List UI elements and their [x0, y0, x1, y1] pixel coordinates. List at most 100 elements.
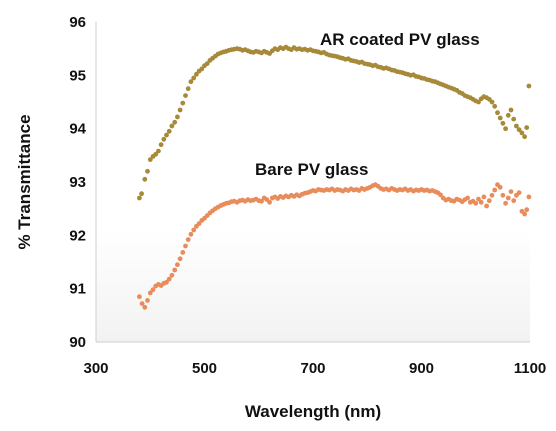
data-point — [486, 198, 492, 204]
data-point — [267, 199, 272, 205]
data-point — [175, 114, 180, 120]
data-point — [492, 103, 498, 109]
x-tick-label: 900 — [409, 360, 434, 377]
data-series — [137, 44, 532, 310]
data-point — [175, 262, 180, 268]
data-point — [519, 130, 525, 136]
data-point — [156, 148, 161, 154]
data-point — [478, 199, 484, 205]
data-point — [526, 194, 532, 200]
data-point — [177, 256, 183, 262]
data-point — [484, 203, 489, 209]
data-point — [180, 250, 186, 255]
annotation-bare: Bare PV glass — [255, 160, 368, 179]
data-point — [508, 189, 514, 195]
data-point — [438, 192, 443, 198]
data-point — [150, 287, 156, 293]
data-point — [185, 237, 191, 243]
data-point — [481, 194, 487, 200]
data-point — [139, 191, 145, 197]
data-point — [183, 243, 188, 249]
data-point — [139, 301, 145, 306]
data-point — [188, 231, 194, 237]
data-point — [514, 123, 519, 129]
data-point — [145, 168, 150, 174]
data-point — [137, 294, 142, 300]
data-point — [166, 276, 172, 282]
y-tick-label: 92 — [69, 227, 86, 244]
data-point — [147, 290, 153, 296]
data-point — [137, 195, 142, 201]
plot-area — [96, 22, 530, 342]
y-tick-label: 91 — [69, 281, 86, 298]
data-point — [166, 128, 172, 134]
data-point — [465, 195, 470, 201]
data-point — [489, 192, 495, 198]
data-point — [204, 61, 210, 66]
data-point — [191, 227, 197, 233]
data-point — [500, 120, 506, 126]
y-tick-label: 93 — [69, 174, 86, 191]
data-point — [492, 187, 498, 193]
x-tick-label: 1100 — [514, 360, 547, 377]
data-point — [172, 267, 178, 273]
data-point — [503, 200, 508, 206]
data-point — [194, 71, 199, 77]
data-point — [476, 99, 481, 105]
data-point — [524, 207, 530, 213]
y-tick-labels: 90 91 92 93 94 95 96 — [69, 14, 86, 351]
data-point — [508, 107, 514, 113]
x-tick-labels: 300 500 700 900 1100 — [83, 360, 546, 377]
data-point — [169, 272, 175, 278]
y-tick-label: 95 — [69, 67, 86, 84]
data-point — [196, 221, 202, 227]
data-point — [524, 125, 530, 130]
x-tick-label: 700 — [300, 360, 325, 377]
data-point — [147, 157, 153, 163]
data-point — [511, 116, 517, 122]
data-point — [145, 298, 150, 303]
data-point — [505, 112, 511, 118]
data-point — [500, 192, 506, 198]
x-tick-label: 300 — [83, 360, 108, 377]
data-point — [199, 66, 205, 72]
x-tick-label: 500 — [192, 360, 217, 377]
data-point — [495, 110, 500, 116]
y-axis-title: % Transmittance — [15, 114, 34, 249]
y-tick-label: 90 — [69, 334, 86, 351]
x-axis-title: Wavelength (nm) — [245, 402, 381, 421]
data-point — [177, 107, 183, 113]
data-point — [180, 100, 186, 106]
data-point — [183, 93, 188, 98]
data-point — [516, 127, 522, 133]
data-point — [161, 136, 167, 142]
data-point — [142, 304, 148, 310]
series-bare — [137, 182, 532, 310]
data-point — [497, 115, 503, 121]
data-point — [526, 83, 532, 89]
data-point — [172, 119, 178, 125]
data-point — [516, 190, 522, 196]
data-point — [158, 142, 164, 148]
data-point — [476, 196, 481, 202]
data-point — [153, 151, 159, 157]
data-point — [511, 198, 517, 204]
data-point — [522, 134, 527, 140]
data-point — [503, 126, 508, 132]
y-tick-label: 94 — [69, 121, 86, 138]
y-tick-label: 96 — [69, 14, 86, 31]
data-point — [164, 132, 169, 138]
data-point — [191, 75, 197, 81]
data-point — [259, 198, 264, 204]
data-point — [164, 279, 169, 285]
data-point — [188, 79, 194, 85]
data-point — [505, 195, 511, 201]
data-point — [185, 86, 191, 92]
data-point — [142, 176, 148, 182]
data-point — [473, 200, 479, 206]
data-point — [489, 99, 495, 105]
data-point — [522, 211, 527, 217]
annotation-ar-coated: AR coated PV glass — [320, 30, 480, 49]
data-point — [497, 184, 503, 190]
